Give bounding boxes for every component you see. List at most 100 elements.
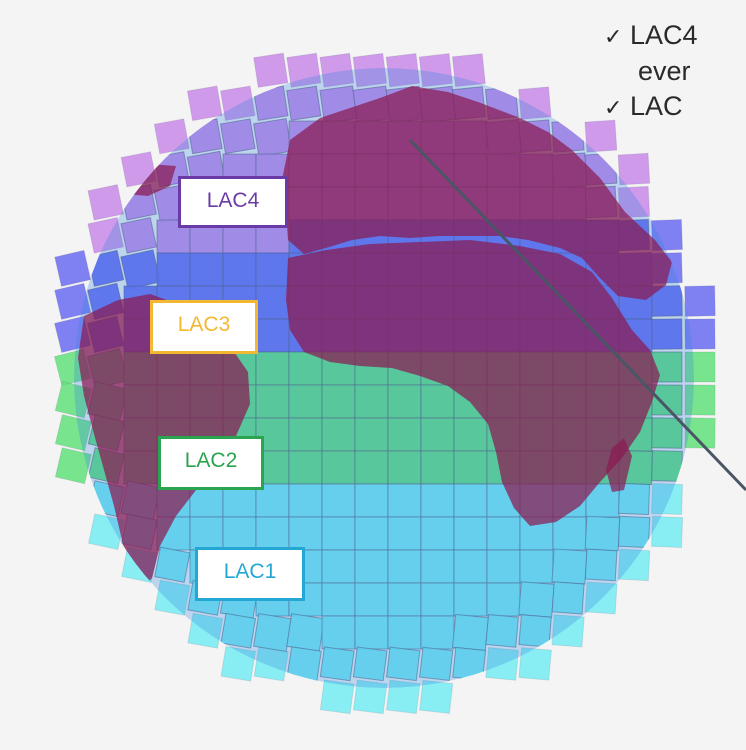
lac4-tile	[451, 53, 486, 88]
lac2-tile	[288, 351, 323, 386]
lac3-tile	[255, 318, 290, 353]
lac1-tile	[220, 645, 257, 682]
lac3-tile	[54, 249, 92, 287]
lac4-tile	[617, 152, 651, 186]
lac2-tile	[354, 384, 389, 419]
lac4-tile	[617, 185, 651, 219]
lac1-tile	[387, 516, 422, 551]
lac2-tile	[651, 417, 683, 449]
lac1-tile	[321, 516, 356, 551]
lac1-tile	[255, 516, 290, 551]
lac1-tile	[319, 646, 355, 682]
lac2-tile	[420, 384, 455, 419]
lac1-tile	[319, 679, 355, 715]
globe	[74, 68, 694, 688]
bullet-item-lac4-continued: ever	[604, 54, 746, 89]
lac1-tile	[584, 581, 618, 615]
lac1-tile	[354, 582, 389, 617]
lac2-tile	[453, 417, 488, 452]
lac3-tile	[684, 285, 716, 317]
lac3-tile	[651, 318, 683, 350]
lac1-tile	[419, 646, 454, 681]
lac4-tile	[352, 52, 388, 88]
lac2-tile	[354, 417, 389, 452]
lac1-tile	[154, 579, 191, 616]
lac1-label: LAC1	[195, 547, 305, 601]
lac1-tile	[617, 548, 651, 582]
checkmark-icon: ✓	[604, 95, 623, 120]
lac1-tile	[518, 647, 552, 681]
bullet-list: ✓ LAC4 ever ✓ LAC	[604, 18, 746, 125]
lac2-tile	[321, 450, 356, 485]
lac2-tile	[321, 417, 356, 452]
lac2-tile	[54, 413, 93, 452]
bullet-text-1: LAC4	[630, 20, 698, 50]
lac1-tile	[154, 546, 191, 583]
lac1-tile	[220, 612, 257, 649]
lac1-tile	[187, 612, 224, 649]
lac1-tile	[485, 614, 519, 648]
lac1-tile	[486, 582, 521, 617]
lac4-tile	[584, 119, 618, 153]
lac4-tile	[219, 85, 256, 122]
lac1-tile	[551, 614, 585, 648]
lac1-tile	[617, 515, 651, 549]
lac4-tile	[87, 216, 125, 254]
lac3-tile	[54, 282, 92, 321]
lac4-tile	[253, 52, 289, 88]
lac1-tile	[420, 516, 455, 551]
lac1-tile	[519, 549, 554, 584]
outer-tiles	[53, 52, 716, 715]
lac4-tile	[186, 85, 223, 122]
lac4-tile	[286, 85, 322, 121]
lac4-tile	[385, 52, 421, 88]
lac2-tile	[420, 417, 455, 452]
lac1-tile	[651, 482, 684, 515]
bullet-item-lac4: ✓ LAC4	[604, 18, 746, 54]
lac1-tile	[352, 646, 388, 682]
bullet-item-lac: ✓ LAC	[604, 89, 746, 125]
lac2-tile	[387, 417, 422, 452]
lac1-tile	[617, 482, 651, 516]
africa-landmass	[286, 240, 660, 526]
lac1-tile	[419, 679, 454, 714]
lac1-tile	[485, 646, 520, 681]
lac1-tile	[321, 582, 356, 617]
lac1-tile	[387, 549, 422, 584]
lac2-tile	[684, 384, 716, 416]
lac3-tile	[684, 318, 716, 350]
lac4-tile	[87, 183, 125, 221]
lac2-tile	[255, 384, 290, 419]
lac2-label: LAC2	[158, 436, 264, 490]
checkmark-icon: ✓	[604, 24, 623, 49]
lac2-tile	[288, 417, 323, 452]
lac1-tile	[420, 615, 455, 650]
lac4-tile	[286, 52, 322, 88]
lac2-tile	[321, 384, 356, 419]
lac1-tile	[321, 549, 356, 584]
lac1-tile	[387, 483, 422, 518]
lac4-tile	[518, 86, 552, 120]
lac3-tile	[650, 218, 684, 252]
lac1-tile	[584, 548, 618, 582]
lac4-tile	[319, 52, 355, 88]
madagascar-landmass	[606, 438, 632, 492]
lac3-tile	[255, 252, 290, 287]
lac4-label: LAC4	[178, 176, 288, 228]
lac4-tile	[219, 118, 256, 155]
pointer-line	[408, 138, 746, 492]
lac3-tile	[651, 285, 683, 317]
lac1-tile	[486, 516, 521, 551]
lac1-tile	[321, 483, 356, 518]
lac1-tile	[189, 516, 224, 551]
lac1-tile	[352, 679, 388, 715]
lac3-label: LAC3	[150, 300, 258, 354]
lac1-tile	[650, 515, 684, 549]
lac1-tile	[354, 516, 389, 551]
bullet-text-2: LAC	[630, 91, 683, 121]
lac2-tile	[54, 447, 92, 485]
bullet-text-1-continued: ever	[638, 56, 691, 86]
lac4-tile	[120, 216, 158, 254]
lac2-tile	[684, 351, 716, 383]
lac4-tile	[153, 118, 190, 155]
